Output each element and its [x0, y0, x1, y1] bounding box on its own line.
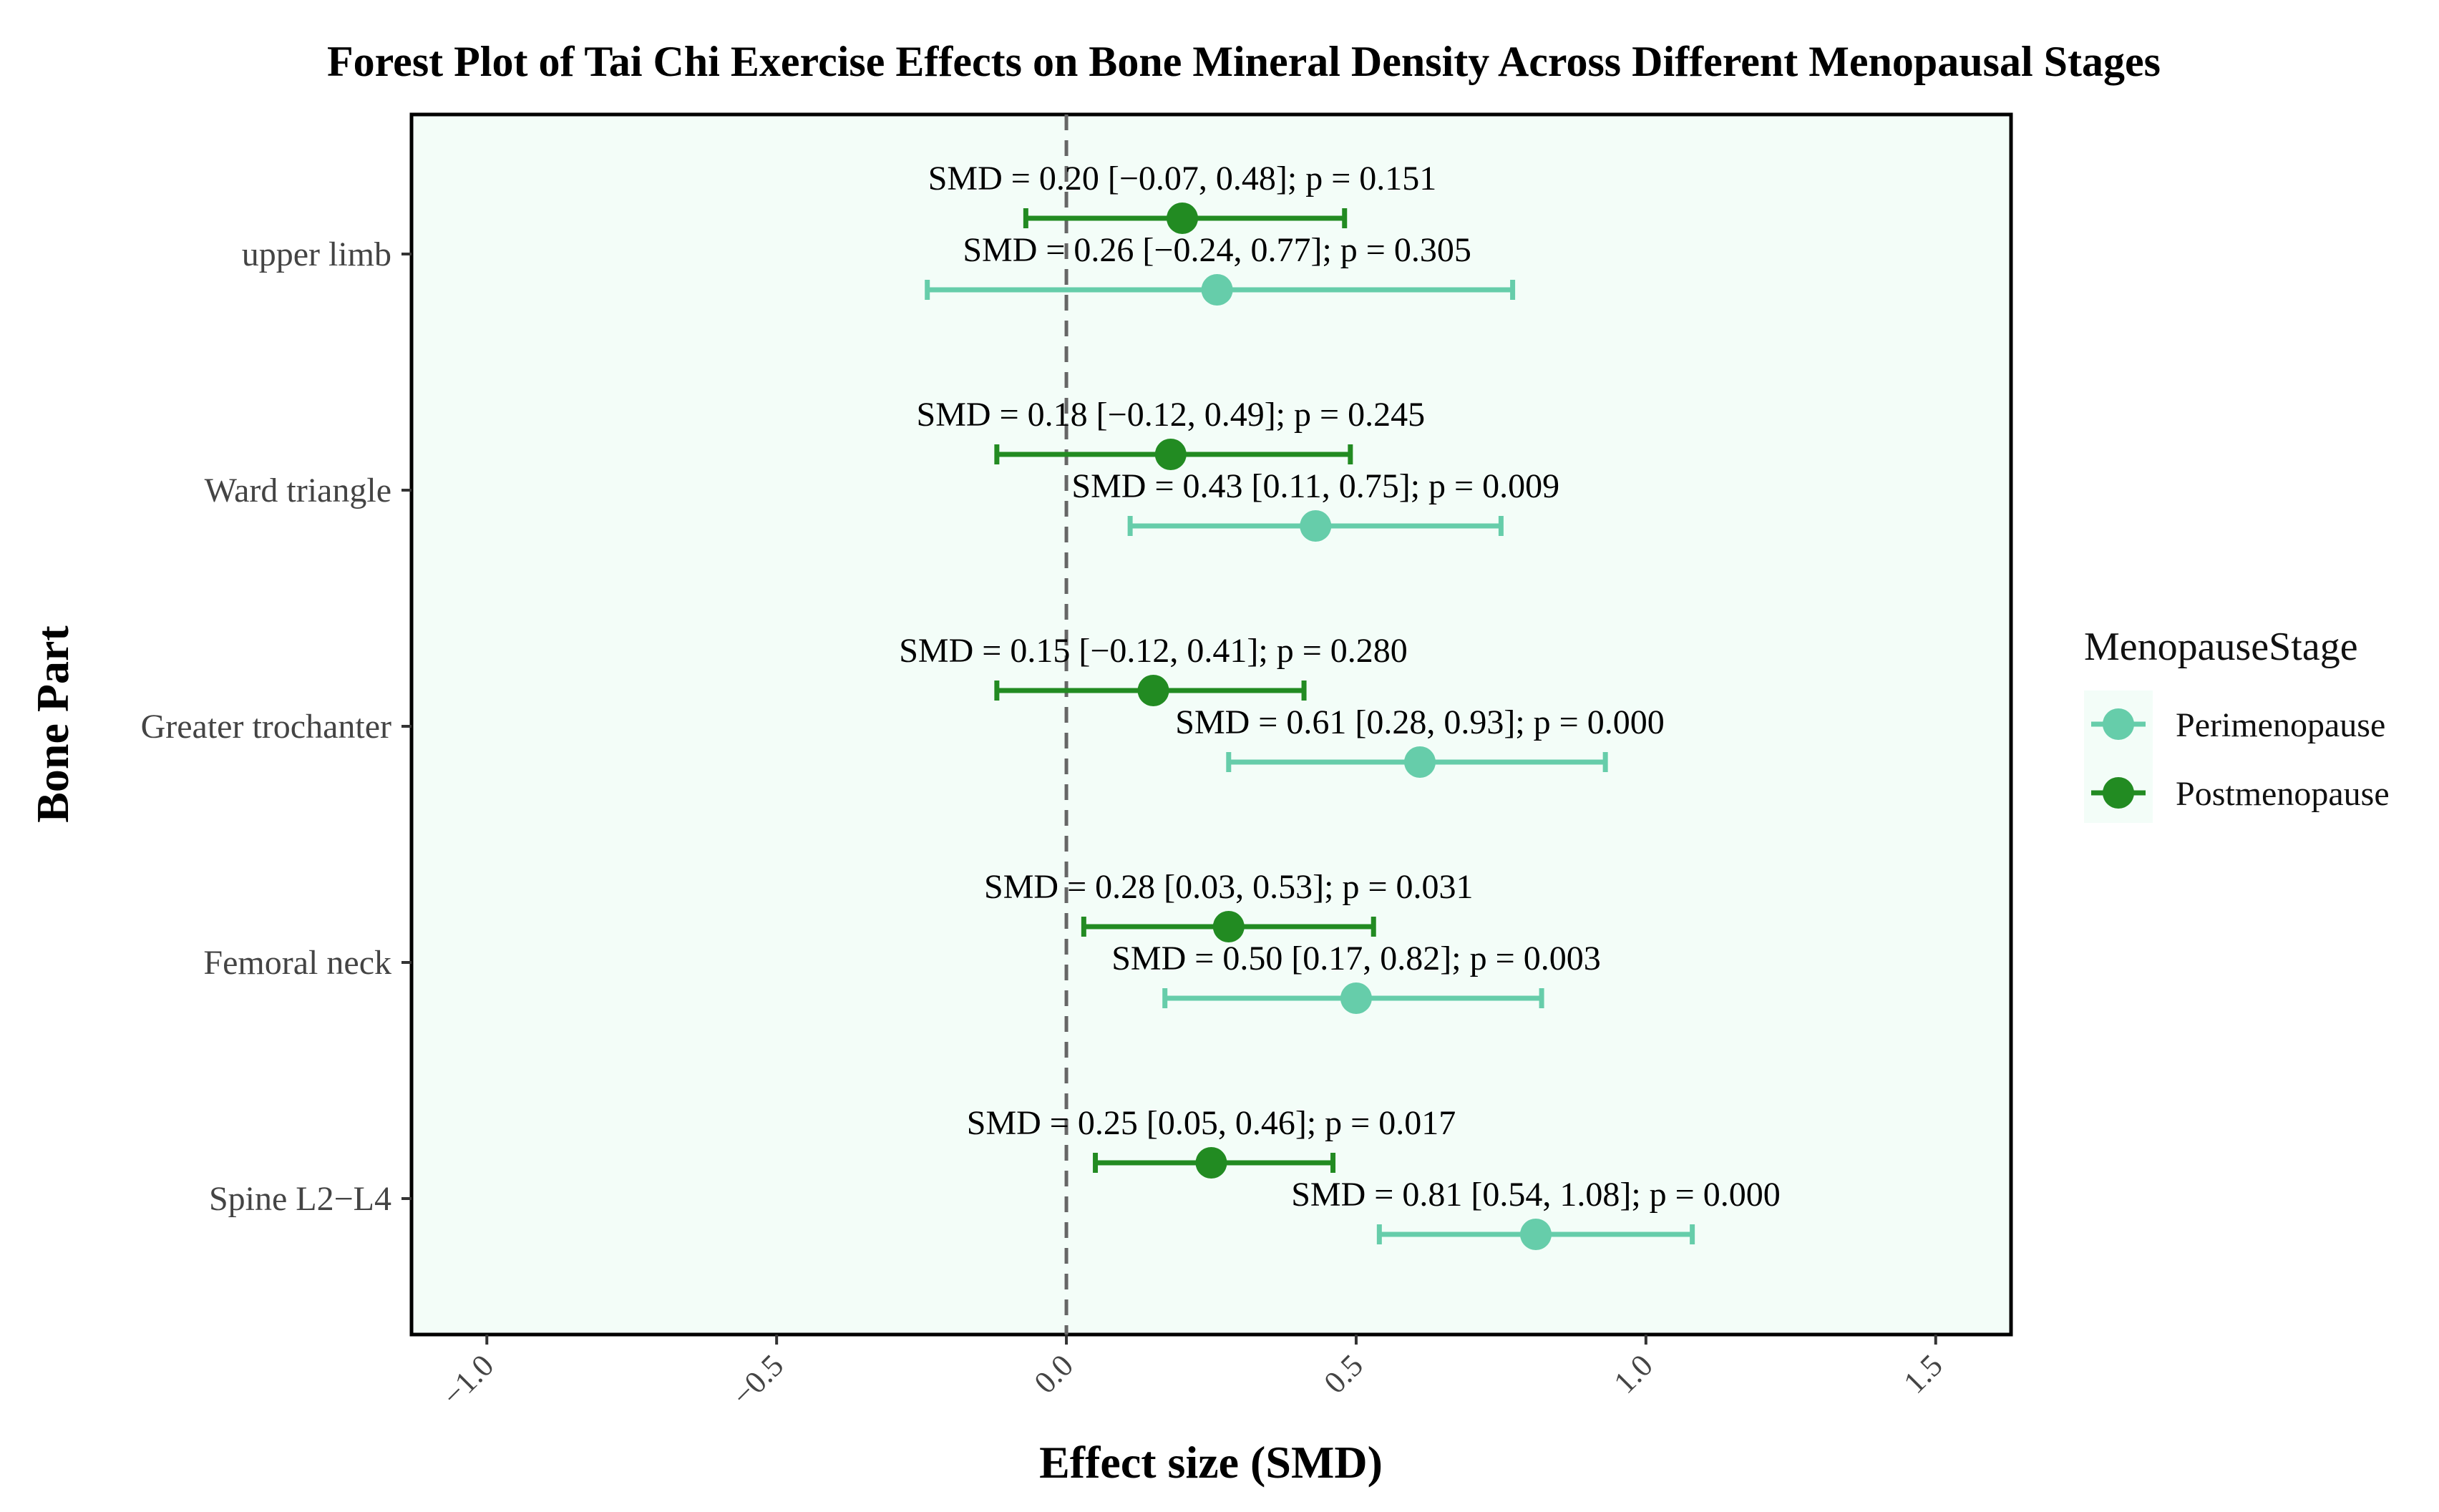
perimenopause-annotation: SMD = 0.81 [0.54, 1.08]; p = 0.000	[1291, 1176, 1780, 1214]
postmenopause-point	[1195, 1147, 1227, 1179]
y-tick-label: upper limb	[242, 235, 391, 273]
y-tick-label: Femoral neck	[203, 944, 391, 982]
y-tick-label: Ward triangle	[205, 472, 391, 509]
y-tick-label: Spine L2−L4	[209, 1180, 391, 1218]
postmenopause-annotation: SMD = 0.15 [−0.12, 0.41]; p = 0.280	[899, 632, 1408, 670]
postmenopause-point	[1137, 675, 1169, 706]
perimenopause-point	[1519, 1219, 1552, 1250]
legend-label-perimenopause: Perimenopause	[2176, 706, 2385, 744]
postmenopause-annotation: SMD = 0.18 [−0.12, 0.49]; p = 0.245	[917, 396, 1426, 434]
x-tick-label: 0.5	[1317, 1347, 1370, 1400]
postmenopause-point	[1212, 911, 1245, 942]
postmenopause-annotation: SMD = 0.20 [−0.07, 0.48]; p = 0.151	[928, 160, 1437, 197]
x-tick-label: 1.5	[1897, 1347, 1949, 1400]
perimenopause-annotation: SMD = 0.26 [−0.24, 0.77]; p = 0.305	[963, 231, 1471, 269]
postmenopause-annotation: SMD = 0.28 [0.03, 0.53]; p = 0.031	[984, 868, 1473, 906]
chart-title: Forest Plot of Tai Chi Exercise Effects …	[327, 38, 2161, 85]
postmenopause-point	[1154, 439, 1187, 470]
legend-label-postmenopause: Postmenopause	[2176, 775, 2390, 813]
y-tick-label: Greater trochanter	[141, 708, 391, 746]
perimenopause-point	[1340, 982, 1372, 1014]
legend-title: MenopauseStage	[2084, 625, 2358, 669]
x-tick-label: 1.0	[1607, 1347, 1660, 1400]
perimenopause-annotation: SMD = 0.61 [0.28, 0.93]; p = 0.000	[1175, 703, 1664, 741]
legend-key-perimenopause-point	[2103, 708, 2134, 740]
perimenopause-annotation: SMD = 0.50 [0.17, 0.82]; p = 0.003	[1111, 940, 1600, 977]
perimenopause-point	[1300, 510, 1332, 542]
postmenopause-point	[1167, 203, 1199, 234]
postmenopause-annotation: SMD = 0.25 [0.05, 0.46]; p = 0.017	[967, 1104, 1456, 1142]
x-tick-label: −1.0	[435, 1347, 500, 1413]
plot-panel	[409, 112, 2013, 1337]
perimenopause-point	[1404, 746, 1436, 778]
y-axis-title: Bone Part	[27, 625, 78, 823]
x-tick-label: −0.5	[725, 1347, 790, 1413]
x-tick-label: 0.0	[1028, 1347, 1081, 1400]
perimenopause-point	[1201, 274, 1233, 306]
x-axis-title: Effect size (SMD)	[1039, 1437, 1383, 1488]
perimenopause-annotation: SMD = 0.43 [0.11, 0.75]; p = 0.009	[1071, 467, 1559, 505]
legend-key-postmenopause-point	[2103, 777, 2134, 809]
legend: MenopauseStage Perimenopause Postmenopau…	[2084, 625, 2390, 823]
